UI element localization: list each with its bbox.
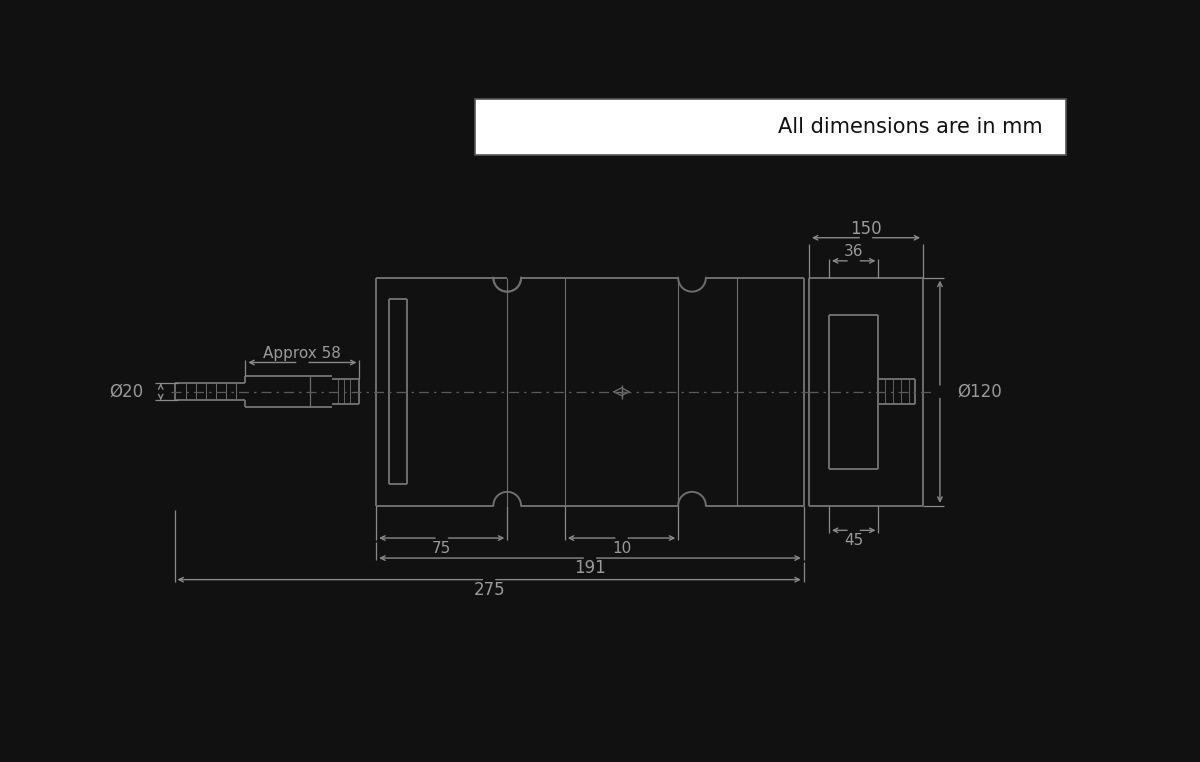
Text: 275: 275	[473, 581, 505, 599]
FancyBboxPatch shape	[475, 99, 1067, 155]
Text: Ø120: Ø120	[956, 383, 1002, 401]
Text: All dimensions are in mm: All dimensions are in mm	[779, 117, 1043, 137]
Text: 36: 36	[844, 244, 864, 259]
Text: Ø20: Ø20	[109, 383, 144, 401]
Text: Approx 58: Approx 58	[264, 346, 341, 360]
Text: 10: 10	[612, 540, 631, 555]
Text: 150: 150	[851, 219, 882, 238]
Text: 45: 45	[844, 533, 863, 548]
Text: 191: 191	[574, 559, 606, 577]
Text: 75: 75	[432, 540, 451, 555]
